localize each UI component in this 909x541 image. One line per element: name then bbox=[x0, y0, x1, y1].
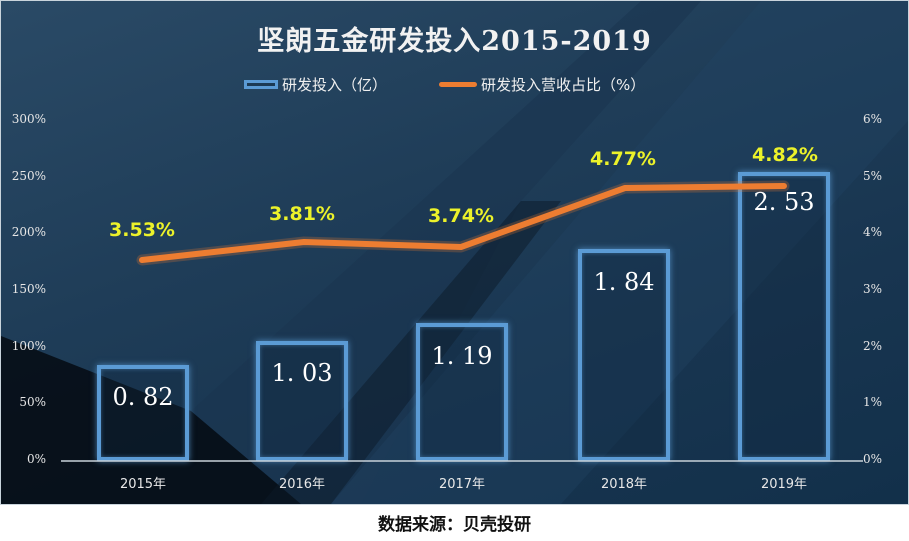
bar-value-label: 1. 03 bbox=[271, 359, 333, 387]
legend-item-bar: 研发投入（亿） bbox=[244, 74, 387, 95]
chart-panel: 坚朗五金研发投入2015-2019 研发投入（亿） 研发投入营收占比（%） 30… bbox=[0, 0, 909, 505]
data-source-caption: 数据来源：贝壳投研 bbox=[378, 515, 531, 535]
x-tick-label: 2015年 bbox=[119, 477, 167, 492]
left-axis-tick: 100% bbox=[11, 339, 46, 353]
chart-title: 坚朗五金研发投入2015-2019 bbox=[257, 26, 652, 57]
left-axis-tick: 250% bbox=[11, 169, 46, 183]
bar-2018: 1. 84 bbox=[578, 249, 670, 461]
bar-2019: 2. 53 bbox=[738, 172, 830, 461]
legend-item-line: 研发投入营收占比（%） bbox=[439, 74, 645, 95]
right-axis-tick: 1% bbox=[863, 395, 883, 409]
legend: 研发投入（亿） 研发投入营收占比（%） bbox=[1, 74, 908, 98]
x-tick-label: 2017年 bbox=[438, 477, 486, 492]
x-tick-label: 2018年 bbox=[600, 477, 648, 492]
line-value-label: 4.77% bbox=[590, 148, 656, 170]
left-axis-tick: 0% bbox=[26, 452, 46, 466]
right-axis-tick: 4% bbox=[863, 225, 883, 239]
x-tick-label: 2019年 bbox=[760, 477, 808, 492]
line-value-label: 3.74% bbox=[428, 205, 494, 227]
left-axis-tick: 50% bbox=[19, 395, 46, 409]
legend-bar-label: 研发投入（亿） bbox=[282, 76, 388, 94]
bar-2017: 1. 19 bbox=[416, 323, 508, 461]
line-value-label: 4.82% bbox=[752, 144, 818, 166]
line-swatch-icon bbox=[439, 82, 477, 87]
bar-value-label: 1. 19 bbox=[431, 342, 493, 370]
right-axis-tick: 2% bbox=[863, 339, 883, 353]
legend-line-label: 研发投入营收占比（%） bbox=[481, 76, 646, 94]
left-axis-tick: 150% bbox=[11, 282, 46, 296]
x-tick-label: 2016年 bbox=[278, 477, 326, 492]
bar-swatch-icon bbox=[244, 80, 278, 89]
left-axis-tick: 300% bbox=[11, 112, 46, 126]
line-value-label: 3.53% bbox=[109, 219, 175, 241]
right-axis-tick: 5% bbox=[863, 169, 883, 183]
bar-value-label: 1. 84 bbox=[593, 268, 655, 296]
right-axis-tick: 6% bbox=[863, 112, 883, 126]
left-axis-tick: 200% bbox=[11, 225, 46, 239]
bar-value-label: 2. 53 bbox=[753, 188, 815, 216]
bar-2016: 1. 03 bbox=[256, 341, 348, 461]
line-value-label: 3.81% bbox=[269, 203, 335, 225]
bar-2015: 0. 82 bbox=[97, 365, 189, 461]
bar-value-label: 0. 82 bbox=[112, 383, 174, 411]
right-axis-tick: 3% bbox=[863, 282, 883, 296]
right-axis-tick: 0% bbox=[863, 452, 883, 466]
